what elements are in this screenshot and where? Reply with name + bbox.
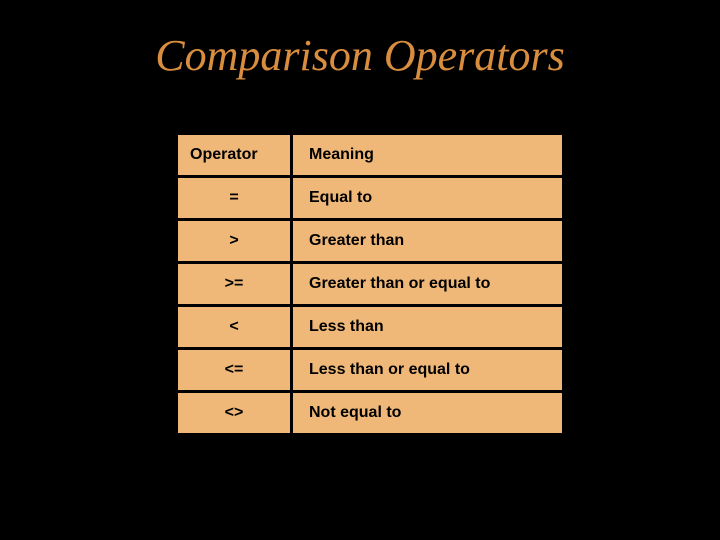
table-header-row: Operator Meaning [177,134,564,177]
table-row: >= Greater than or equal to [177,263,564,306]
slide: Comparison Operators Operator Meaning = … [0,0,720,540]
table-row: = Equal to [177,177,564,220]
cell-operator: = [177,177,292,220]
table-row: > Greater than [177,220,564,263]
table-row: <= Less than or equal to [177,349,564,392]
col-header-meaning: Meaning [292,134,564,177]
cell-meaning: Not equal to [292,392,564,435]
cell-operator: > [177,220,292,263]
cell-meaning: Less than or equal to [292,349,564,392]
col-header-operator: Operator [177,134,292,177]
page-title: Comparison Operators [0,30,720,81]
table-row: < Less than [177,306,564,349]
operators-table-container: Operator Meaning = Equal to > Greater th… [175,132,565,436]
operators-table: Operator Meaning = Equal to > Greater th… [175,132,565,436]
cell-meaning: Greater than or equal to [292,263,564,306]
cell-meaning: Greater than [292,220,564,263]
cell-operator: < [177,306,292,349]
cell-operator: >= [177,263,292,306]
cell-meaning: Less than [292,306,564,349]
table-row: <> Not equal to [177,392,564,435]
cell-meaning: Equal to [292,177,564,220]
cell-operator: <= [177,349,292,392]
table-body: = Equal to > Greater than >= Greater tha… [177,177,564,435]
cell-operator: <> [177,392,292,435]
